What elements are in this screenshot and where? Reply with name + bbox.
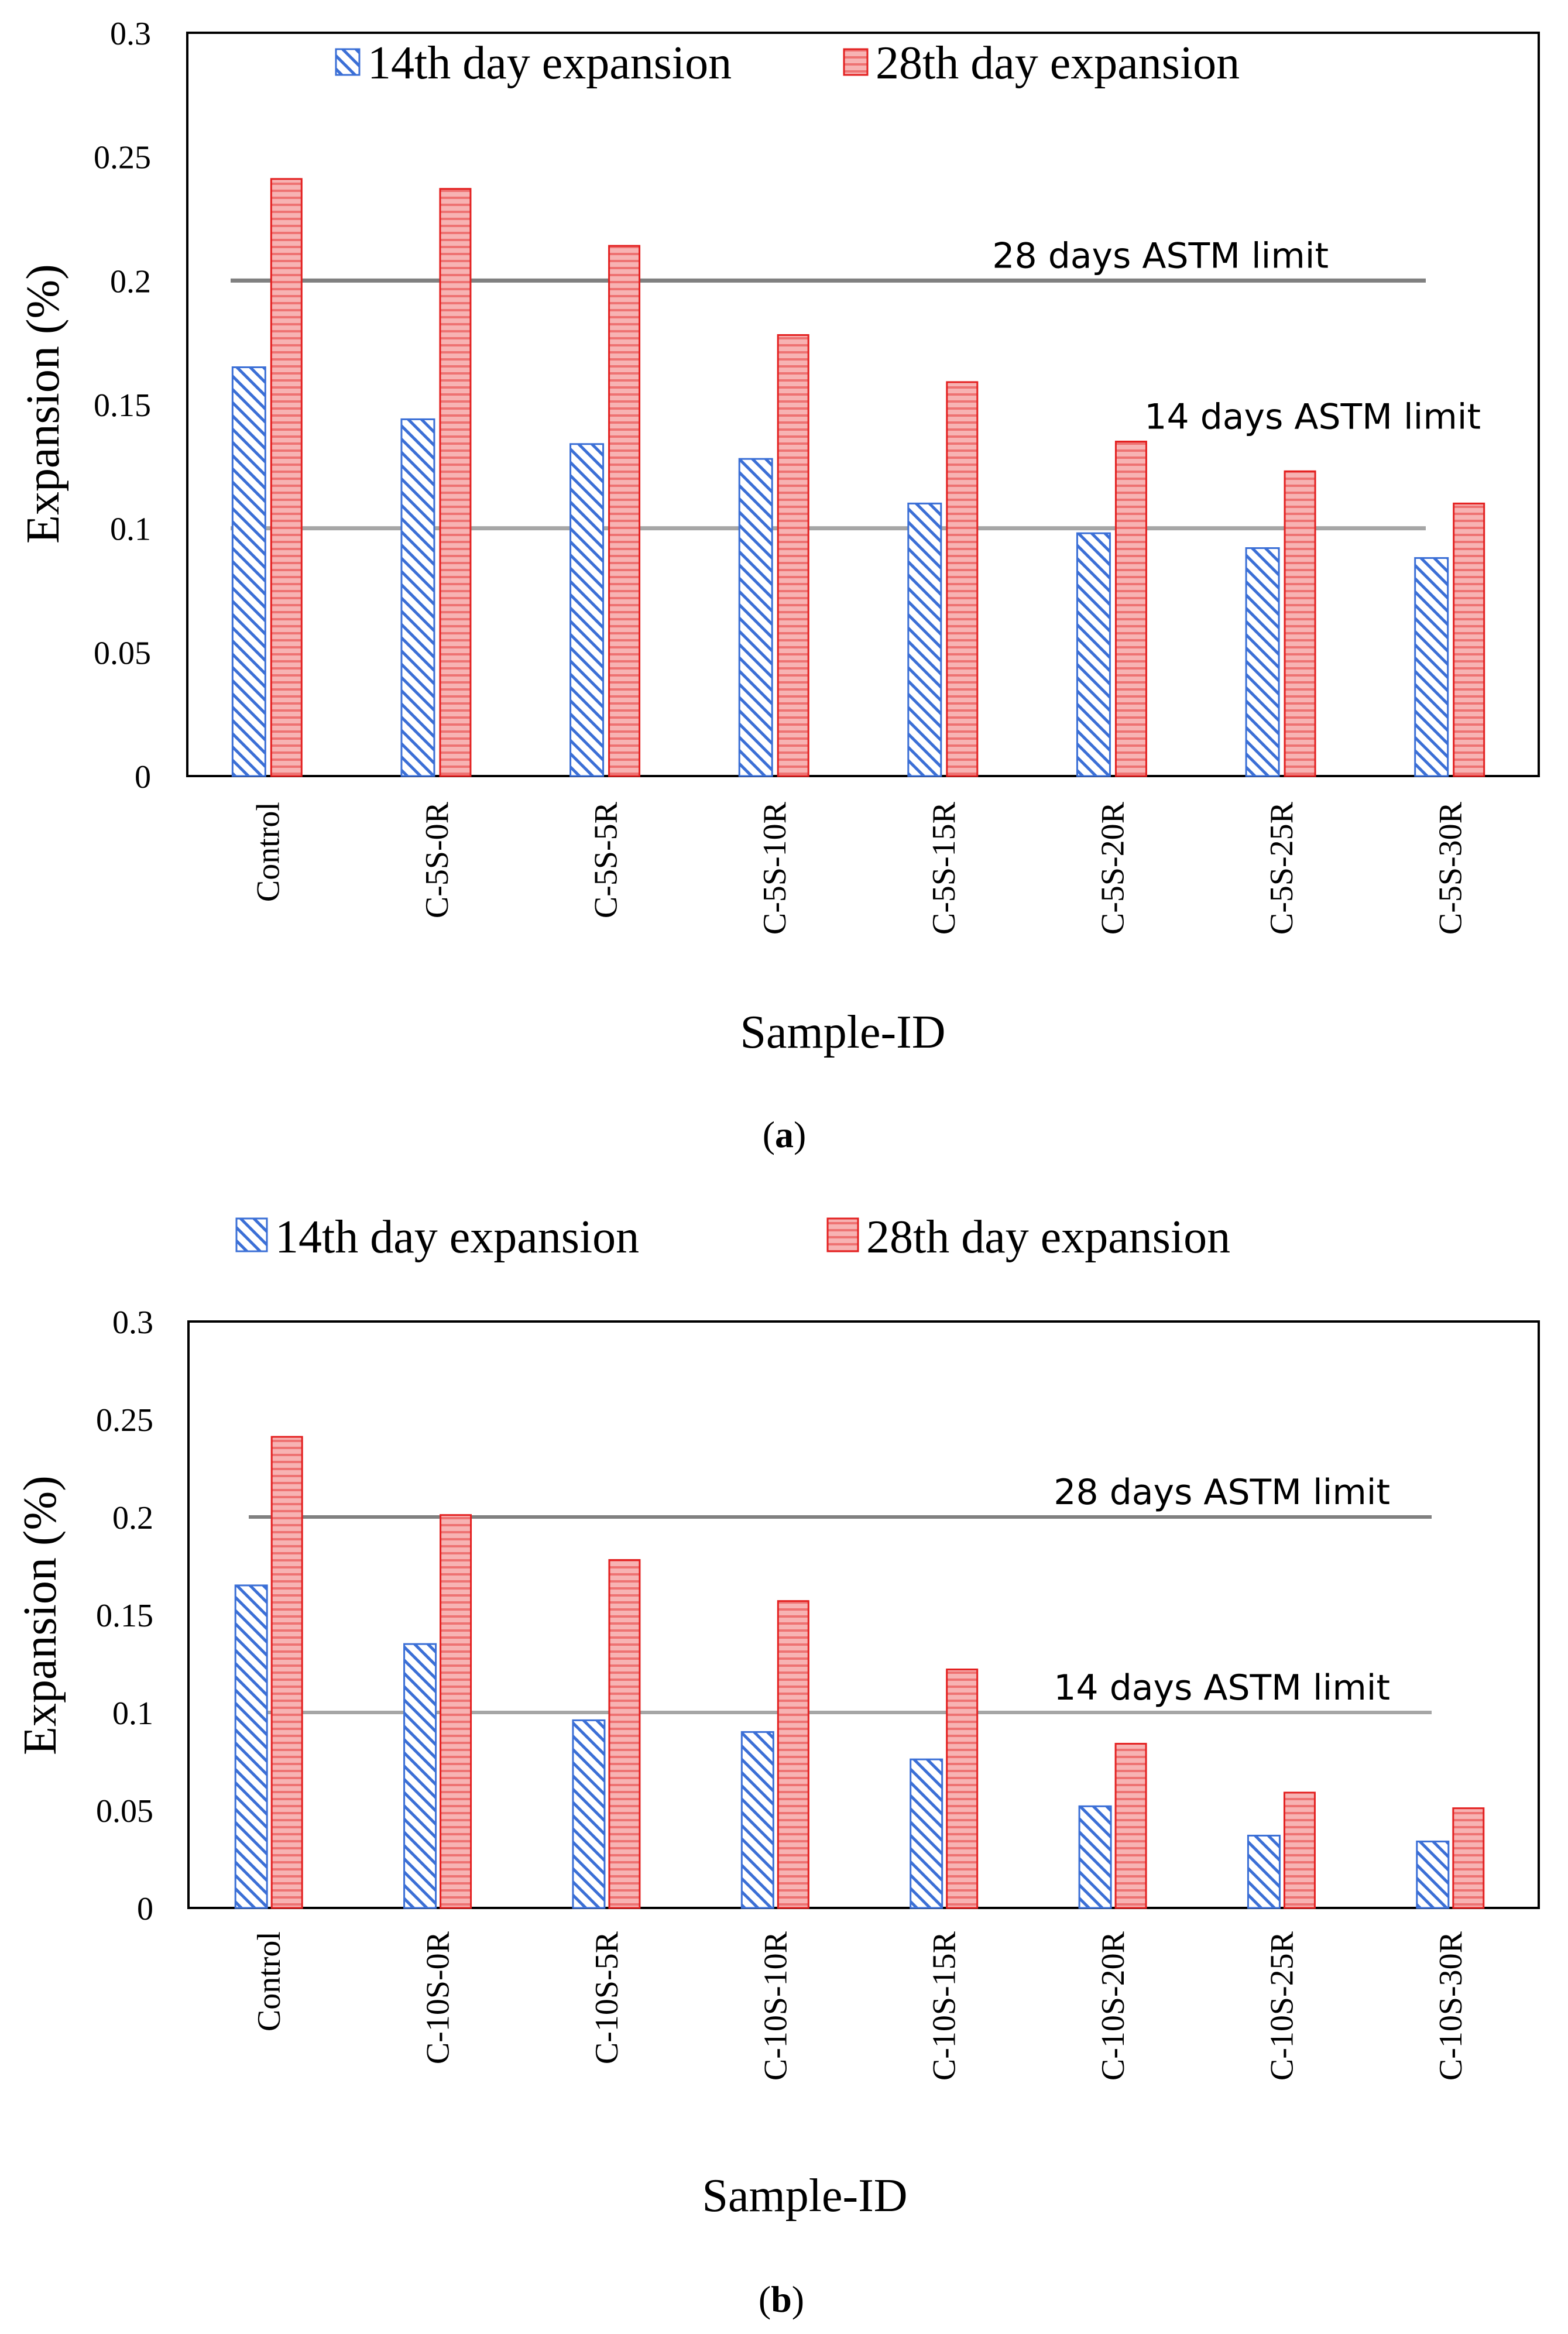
- bar-28th-day: [608, 1559, 641, 1909]
- y-tick-label: 0.2: [110, 263, 151, 300]
- bar-14th-day: [1416, 1840, 1450, 1909]
- plot-frame: [187, 1320, 1540, 1909]
- y-tick-label: 0: [137, 1891, 153, 1927]
- y-tick-label: 0.3: [112, 1305, 153, 1341]
- x-tick-label: C-5S-10R: [757, 801, 793, 935]
- x-tick-label: C-10S-25R: [1264, 1931, 1300, 2081]
- bar-14th-day: [1247, 1834, 1281, 1909]
- x-tick-label: C-5S-20R: [1094, 801, 1131, 935]
- legend-label-28: 28th day expansion: [876, 37, 1240, 89]
- x-tick-label: C-5S-5R: [588, 801, 625, 918]
- legend-label-14: 14th day expansion: [275, 1211, 639, 1263]
- x-tick-label: C-10S-20R: [1095, 1931, 1131, 2081]
- y-tick-label: 0.25: [94, 140, 151, 176]
- y-axis-title: Expansion (%): [18, 264, 69, 544]
- bar-28th-day: [439, 188, 472, 777]
- panel-caption-a-letter: a: [775, 1114, 794, 1155]
- bar-14th-day: [234, 1584, 268, 1909]
- bar-14th-day: [400, 418, 435, 777]
- plot-frame: [186, 32, 1540, 777]
- bar-28th-day: [946, 381, 979, 777]
- legend-swatch-28: [843, 48, 869, 76]
- panel-caption-a: (a): [763, 1114, 807, 1155]
- bar-28th-day: [440, 1514, 472, 1909]
- bar-14th-day: [1078, 1805, 1112, 1909]
- bar-14th-day: [910, 1758, 943, 1909]
- y-tick-label: 0.2: [112, 1500, 153, 1536]
- bar-14th-day: [738, 458, 773, 777]
- y-tick-label: 0.25: [96, 1402, 153, 1439]
- x-tick-label: C-10S-10R: [757, 1931, 794, 2081]
- y-ticks: 0 0.05 0.1 0.15 0.2 0.25 0.3: [94, 16, 151, 795]
- bar-28th-day: [270, 178, 303, 777]
- x-tick-label: C-5S-30R: [1433, 801, 1469, 935]
- legend-swatch-14: [235, 1217, 268, 1252]
- bar-14th-day: [403, 1643, 437, 1909]
- x-axis-title: Sample-ID: [740, 1007, 945, 1058]
- astm-limit-label: 14 days ASTM limit: [1054, 1667, 1390, 1708]
- chart-panel-b: 14th day expansion 28th day expansion 00…: [15, 1211, 1540, 2320]
- bar-28th-day: [270, 1436, 303, 1909]
- legend: 14th day expansion 28th day expansion: [335, 37, 1240, 89]
- bar-28th-day: [608, 245, 641, 777]
- legend-swatch-14: [335, 48, 361, 76]
- bar-14th-day: [231, 366, 266, 777]
- bar-14th-day: [569, 443, 605, 777]
- legend: 14th day expansion 28th day expansion: [235, 1211, 1230, 1263]
- x-tick-label: Control: [250, 802, 286, 902]
- bar-28th-day: [1453, 502, 1485, 777]
- y-tick-label: 0: [135, 759, 151, 795]
- y-tick-label: 0.15: [96, 1598, 153, 1634]
- bar-28th-day: [1114, 441, 1147, 777]
- bars: [234, 1436, 1485, 1909]
- x-tick-label: C-10S-15R: [927, 1931, 963, 2081]
- legend-label-28: 28th day expansion: [866, 1211, 1230, 1263]
- x-tick-label: C-5S-25R: [1264, 801, 1300, 935]
- bar-28th-day: [777, 1600, 809, 1909]
- panel-caption-b-letter: b: [771, 2278, 792, 2320]
- bar-28th-day: [1284, 470, 1316, 777]
- y-tick-label: 0.1: [110, 512, 151, 548]
- x-tick-label: C-10S-0R: [420, 1931, 457, 2064]
- astm-limit-label: 14 days ASTM limit: [1144, 397, 1481, 438]
- y-tick-label: 0.05: [94, 635, 151, 671]
- x-tick-label: C-5S-0R: [419, 801, 455, 918]
- x-ticks: Control C-5S-0R C-5S-5R C-5S-10R C-5S-15R C-5…: [250, 801, 1469, 935]
- y-tick-label: 0.05: [96, 1793, 153, 1830]
- x-tick-label: Control: [251, 1931, 287, 2031]
- bar-28th-day: [1452, 1807, 1485, 1909]
- bar-14th-day: [1414, 557, 1449, 777]
- bar-28th-day: [777, 334, 809, 777]
- y-tick-label: 0.3: [110, 16, 151, 52]
- y-ticks: 0 0.05 0.1 0.15 0.2 0.25 0.3: [96, 1305, 153, 1927]
- y-tick-label: 0.15: [94, 387, 151, 424]
- bars: [231, 178, 1485, 777]
- legend-label-14: 14th day expansion: [368, 37, 732, 89]
- legend-swatch-28: [826, 1217, 859, 1252]
- astm-limit-label: 28 days ASTM limit: [1054, 1472, 1390, 1513]
- y-tick-label: 0.1: [112, 1695, 153, 1732]
- chart-panel-a: 0 0.05 0.1 0.15 0.2 0.25 0.3 28 days ASTM limi…: [18, 16, 1540, 1155]
- x-tick-label: C-5S-15R: [926, 801, 962, 935]
- bar-14th-day: [907, 502, 942, 777]
- bar-14th-day: [1245, 547, 1280, 777]
- bar-28th-day: [1114, 1742, 1147, 1909]
- x-axis-title: Sample-ID: [702, 2170, 907, 2222]
- panel-caption-b: (b): [759, 2278, 804, 2320]
- x-tick-label: C-10S-5R: [589, 1931, 625, 2064]
- astm-limit-label: 28 days ASTM limit: [992, 235, 1329, 276]
- x-ticks: Control C-10S-0R C-10S-5R C-10S-10R C-10S-15…: [251, 1931, 1469, 2081]
- bar-14th-day: [740, 1731, 774, 1909]
- x-tick-label: C-10S-30R: [1433, 1931, 1469, 2081]
- bar-28th-day: [946, 1669, 979, 1909]
- y-axis-title: Expansion (%): [15, 1475, 66, 1755]
- bar-28th-day: [1283, 1791, 1316, 1909]
- bar-14th-day: [572, 1719, 606, 1909]
- bar-14th-day: [1076, 532, 1111, 777]
